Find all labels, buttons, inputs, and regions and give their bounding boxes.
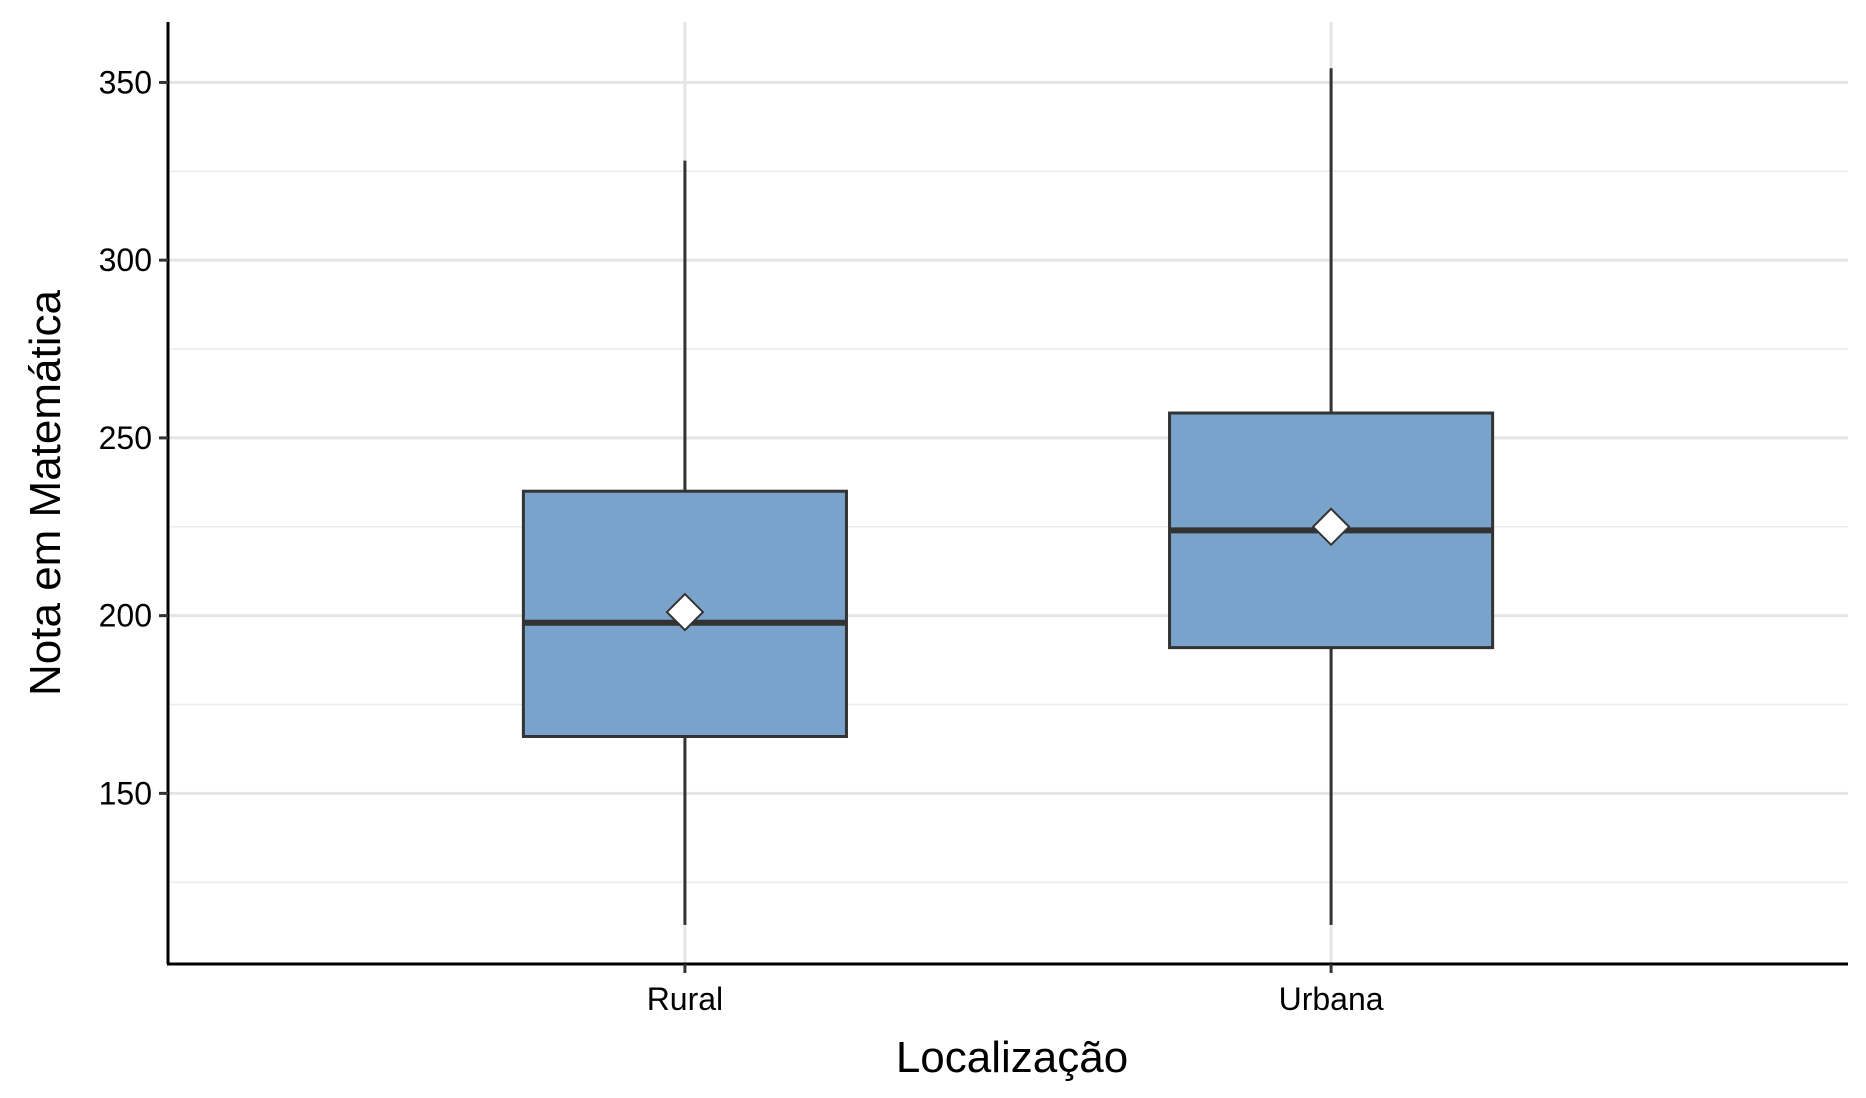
y-tick-label: 250 — [99, 420, 152, 456]
x-tick-label: Rural — [647, 981, 723, 1017]
grid-lines — [168, 22, 1848, 964]
y-tick-label: 300 — [99, 242, 152, 278]
mean-marker — [665, 592, 705, 632]
mean-marker — [1311, 507, 1351, 547]
x-axis-title: Localização — [896, 1033, 1128, 1082]
plot-area — [521, 68, 1495, 925]
axes — [166, 22, 1848, 966]
tick-labels: 150 200 250 300 350 Rural Urbana — [99, 64, 1384, 1017]
y-tick-label: 150 — [99, 775, 152, 811]
y-tick-label: 350 — [99, 64, 152, 100]
x-tick-label: Urbana — [1279, 981, 1384, 1017]
y-axis-title: Nota em Matemática — [21, 290, 70, 696]
y-tick-label: 200 — [99, 598, 152, 634]
